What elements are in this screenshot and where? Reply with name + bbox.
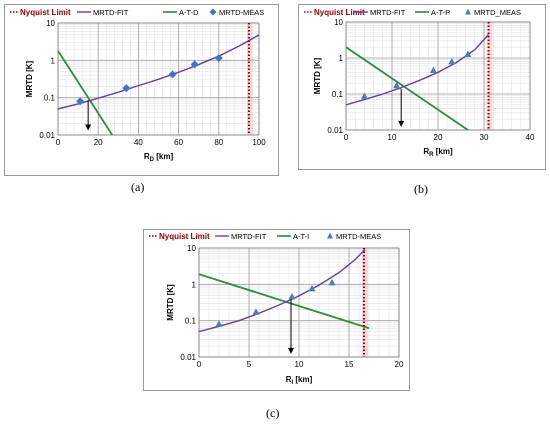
series-line-fit [58, 34, 259, 110]
legend-label-atmos: A-T-P [431, 8, 450, 17]
meas-point-triangle [429, 66, 437, 73]
y-tick-label: 0.01 [327, 126, 343, 135]
x-tick-label: 10 [388, 133, 397, 142]
x-tick-label: 20 [434, 133, 443, 142]
y-tick-label: 1 [192, 280, 197, 289]
y-tick-label: 0.1 [44, 94, 56, 103]
x-tick-label: 10 [295, 360, 304, 369]
chart-panel-a: 0.01 0.1 1 10 0 20 40 60 80 100 MRTD [K] RD [km] Nyq… [4, 4, 279, 176]
y-tick-label: 0.1 [185, 317, 197, 326]
y-tick-label: 0.1 [332, 90, 344, 99]
y-axis-label: MRTD [K] [313, 57, 322, 94]
y-tick-label: 10 [334, 18, 343, 27]
y-tick-label: 10 [187, 244, 196, 253]
series-group [199, 249, 370, 333]
chart-panel-c: 0.01 0.1 1 10 0 5 10 15 20 MRTD [K] RI [km] Nyquist… [143, 229, 410, 391]
y-tick-label: 1 [339, 54, 344, 63]
chart-svg-b: 0.01 0.1 1 10 0 10 20 30 40 MRTD [K] RR [km] Nyquis… [304, 8, 535, 158]
y-tick-label: 10 [46, 19, 55, 28]
x-tick-label: 40 [134, 138, 143, 147]
x-tick-label: 100 [252, 138, 266, 147]
panel-caption-c: (c) [266, 406, 280, 420]
meas-point-diamond [214, 54, 223, 63]
chart-panel-b: 0.01 0.1 1 10 0 10 20 30 40 MRTD [K] RR [km] Nyquis… [298, 4, 546, 170]
legend-label-nyquist: Nyquist Limit [159, 232, 210, 241]
legend-swatch-meas [209, 8, 217, 16]
x-tick-label: 20 [94, 138, 103, 147]
intersection-arrow-head [288, 347, 294, 354]
x-tick-label: 5 [247, 360, 252, 369]
legend-label-nyquist: Nyquist Limit [314, 8, 365, 17]
series-line-atmos [199, 273, 370, 330]
x-tick-label: 40 [526, 133, 535, 142]
meas-point-diamond [190, 60, 199, 69]
y-tick-label: 1 [51, 56, 56, 65]
legend-label-fit: MRTD-FIT [231, 232, 267, 241]
legend-label-nyquist: Nyquist Limit [20, 8, 71, 17]
series-line-fit [199, 249, 366, 333]
legend-label-atmos: A-T-D [179, 8, 199, 17]
x-tick-label: 30 [480, 133, 489, 142]
legend-swatch-meas [465, 8, 471, 15]
meas-point-diamond [168, 70, 177, 79]
series-line-atmos [346, 46, 469, 130]
legend-label-meas: MRTD-MEAS [219, 8, 264, 17]
meas-point-triangle [448, 57, 456, 65]
x-tick-label: 80 [214, 138, 223, 147]
meas-point-triangle [360, 92, 368, 100]
meas-point-triangle [288, 292, 296, 300]
chart-svg-c: 0.01 0.1 1 10 0 5 10 15 20 MRTD [K] RI [km] Nyquist… [149, 232, 404, 386]
intersection-arrow-head [398, 120, 405, 127]
x-tick-label: 0 [197, 360, 202, 369]
series-line-atmos [58, 50, 114, 135]
x-tick-label: 60 [174, 138, 183, 147]
x-tick-label: 0 [344, 133, 349, 142]
meas-point-triangle [393, 81, 401, 89]
plot-border [198, 247, 400, 358]
meas-point-triangle [308, 284, 316, 292]
x-tick-label: 15 [345, 360, 354, 369]
meas-point-triangle [252, 308, 260, 315]
x-axis-label: RD [km] [144, 152, 174, 163]
panel-caption-a: (a) [131, 180, 145, 194]
x-axis-label: RI [km] [286, 375, 313, 386]
y-axis-label: MRTD [K] [25, 60, 34, 97]
legend-label-atmos: A-T-I [293, 232, 309, 241]
plot-border [345, 21, 531, 131]
plot-border [57, 22, 260, 136]
y-tick-label: 0.01 [39, 131, 55, 140]
nyquist-band [362, 248, 368, 357]
y-tick-label: 0.01 [180, 353, 196, 362]
panel-caption-b: (b) [414, 182, 428, 196]
legend-label-meas: MRTD_MEAS [474, 8, 521, 17]
meas-point-diamond [76, 97, 85, 106]
meas-point-triangle [215, 320, 223, 327]
legend-label-meas: MRTD-MEAS [336, 232, 381, 241]
intersection-arrow-head [85, 124, 92, 131]
meas-point-triangle [464, 50, 472, 58]
x-tick-label: 20 [395, 360, 404, 369]
meas-point-diamond [122, 84, 131, 93]
y-axis-label: MRTD [K] [166, 284, 175, 321]
legend-swatch-meas [327, 232, 333, 239]
legend-label-fit: MRTD-FIT [370, 8, 406, 17]
legend-label-fit: MRTD-FIT [93, 8, 129, 17]
x-tick-label: 0 [56, 138, 61, 147]
x-axis-label: RR [km] [423, 147, 453, 158]
series-group [58, 34, 259, 135]
meas-point-triangle [328, 278, 336, 286]
